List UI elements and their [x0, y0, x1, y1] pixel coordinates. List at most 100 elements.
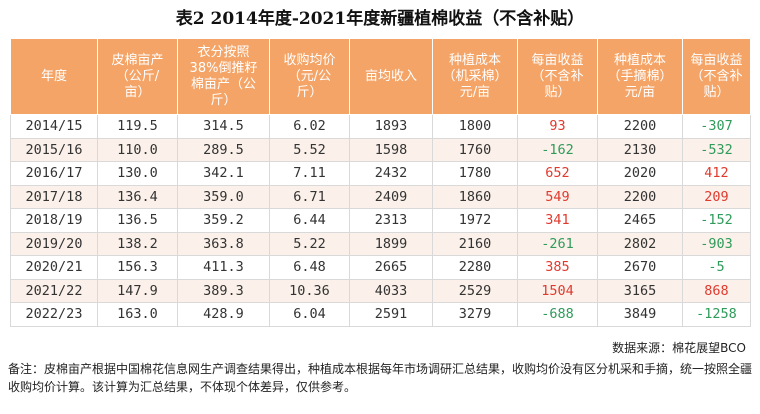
table-cell: 359.2 — [177, 208, 270, 233]
table-cell: 1800 — [432, 114, 518, 139]
table-cell: 2017/18 — [10, 184, 98, 209]
table-cell: 2465 — [597, 208, 683, 233]
table-cell: 2021/22 — [10, 278, 98, 303]
header-cost-machine: 种植成本 （机采棉） 元/亩 — [432, 38, 518, 115]
table-row: 2014/15 119.5 314.5 6.02 1893 1800 93 2200 -307 — [10, 114, 751, 139]
table-cell: 341 — [517, 208, 598, 233]
table-cell: 130.0 — [97, 161, 178, 186]
table-cell: 2020 — [597, 161, 683, 186]
table-row: 2019/20 138.2 363.8 5.22 1899 2160 -261 2802 -90… — [10, 231, 751, 256]
cotton-income-table: 年度 皮棉亩产 （公斤/ 亩） 衣分按照 38%倒推籽 棉亩产（公 斤） 收购均… — [10, 38, 751, 327]
table-cell: 10.36 — [269, 278, 350, 303]
table-cell: 3849 — [597, 302, 683, 327]
table-cell: 5.22 — [269, 231, 350, 256]
table-cell: 1760 — [432, 137, 518, 162]
header-seed-cotton-yield: 衣分按照 38%倒推籽 棉亩产（公 斤） — [177, 38, 270, 115]
table-cell: 385 — [517, 255, 598, 280]
table-cell: 428.9 — [177, 302, 270, 327]
table-row: 2016/17 130.0 342.1 7.11 2432 1780 652 2020 412 — [10, 161, 751, 186]
table-row: 2018/19 136.5 359.2 6.44 2313 1972 341 2465 -152 — [10, 208, 751, 233]
table-cell: 1504 — [517, 278, 598, 303]
table-cell: 1972 — [432, 208, 518, 233]
table-cell: -532 — [682, 137, 751, 162]
table-cell: 2016/17 — [10, 161, 98, 186]
table-row: 2022/23 163.0 428.9 6.04 2591 3279 -688 3849 -12… — [10, 302, 751, 327]
table-cell: 1860 — [432, 184, 518, 209]
table-cell: 2014/15 — [10, 114, 98, 139]
table-cell: 6.04 — [269, 302, 350, 327]
table-cell: 110.0 — [97, 137, 178, 162]
table-cell: 2020/21 — [10, 255, 98, 280]
table-cell: -162 — [517, 137, 598, 162]
header-purchase-price: 收购均价 （元/公 斤） — [269, 38, 350, 115]
table-cell: 359.0 — [177, 184, 270, 209]
table-cell: 6.48 — [269, 255, 350, 280]
table-cell: 1598 — [349, 137, 433, 162]
header-row: 年度 皮棉亩产 （公斤/ 亩） 衣分按照 38%倒推籽 棉亩产（公 斤） 收购均… — [10, 38, 751, 115]
table-cell: -261 — [517, 231, 598, 256]
table-cell: 156.3 — [97, 255, 178, 280]
table-cell: -903 — [682, 231, 751, 256]
table-cell: 1893 — [349, 114, 433, 139]
table-cell: 412 — [682, 161, 751, 186]
table-cell: -5 — [682, 255, 751, 280]
table-cell: 3165 — [597, 278, 683, 303]
table-cell: -1258 — [682, 302, 751, 327]
table-row: 2021/22 147.9 389.3 10.36 4033 2529 1504 3165 86… — [10, 278, 751, 303]
table-cell: 2280 — [432, 255, 518, 280]
table-row: 2015/16 110.0 289.5 5.52 1598 1760 -162 2130 -53… — [10, 137, 751, 162]
table-cell: 2313 — [349, 208, 433, 233]
table-cell: -688 — [517, 302, 598, 327]
table-cell: 2409 — [349, 184, 433, 209]
table-cell: 2130 — [597, 137, 683, 162]
data-source: 数据来源：棉花展望BCO — [612, 341, 746, 355]
table-cell: 1780 — [432, 161, 518, 186]
table-cell: 138.2 — [97, 231, 178, 256]
table-cell: 163.0 — [97, 302, 178, 327]
table-cell: 6.44 — [269, 208, 350, 233]
header-cost-hand: 种植成本 （手摘棉） 元/亩 — [597, 38, 683, 115]
table-cell: 342.1 — [177, 161, 270, 186]
table-cell: 2432 — [349, 161, 433, 186]
table-cell: 2019/20 — [10, 231, 98, 256]
table-row: 2017/18 136.4 359.0 6.71 2409 1860 549 2200 209 — [10, 184, 751, 209]
table-cell: 652 — [517, 161, 598, 186]
table-cell: 6.02 — [269, 114, 350, 139]
table-cell: 2160 — [432, 231, 518, 256]
header-income-per-mu: 亩均收入 — [349, 38, 433, 115]
table-cell: 549 — [517, 184, 598, 209]
table-cell: 136.4 — [97, 184, 178, 209]
header-profit-hand: 每亩收益 （不含补 贴） — [682, 38, 751, 115]
table-cell: -152 — [682, 208, 751, 233]
table-cell: 147.9 — [97, 278, 178, 303]
table-cell: 7.11 — [269, 161, 350, 186]
table-cell: 411.3 — [177, 255, 270, 280]
table-cell: 2022/23 — [10, 302, 98, 327]
header-lint-yield: 皮棉亩产 （公斤/ 亩） — [97, 38, 178, 115]
table-cell: 4033 — [349, 278, 433, 303]
footnote: 备注：皮棉亩产根据中国棉花信息网生产调查结果得出，种植成本根据每年市场调研汇总结… — [8, 362, 753, 394]
table-cell: 314.5 — [177, 114, 270, 139]
table-cell: 868 — [682, 278, 751, 303]
table-cell: 2018/19 — [10, 208, 98, 233]
table-cell: 119.5 — [97, 114, 178, 139]
table-cell: -307 — [682, 114, 751, 139]
table-cell: 2665 — [349, 255, 433, 280]
table-row: 2020/21 156.3 411.3 6.48 2665 2280 385 2670 -5 — [10, 255, 751, 280]
header-profit-machine: 每亩收益 （不含补 贴） — [517, 38, 598, 115]
header-year: 年度 — [10, 38, 98, 115]
table-cell: 389.3 — [177, 278, 270, 303]
table-cell: 136.5 — [97, 208, 178, 233]
table-cell: 2802 — [597, 231, 683, 256]
table-cell: 2200 — [597, 114, 683, 139]
table-cell: 1899 — [349, 231, 433, 256]
table-cell: 2200 — [597, 184, 683, 209]
table-title: 表2 2014年度-2021年度新疆植棉收益（不含补贴） — [175, 9, 585, 29]
table-cell: 3279 — [432, 302, 518, 327]
table-cell: 6.71 — [269, 184, 350, 209]
table-cell: 2670 — [597, 255, 683, 280]
table-cell: 5.52 — [269, 137, 350, 162]
table-cell: 2591 — [349, 302, 433, 327]
table-cell: 209 — [682, 184, 751, 209]
table-cell: 289.5 — [177, 137, 270, 162]
